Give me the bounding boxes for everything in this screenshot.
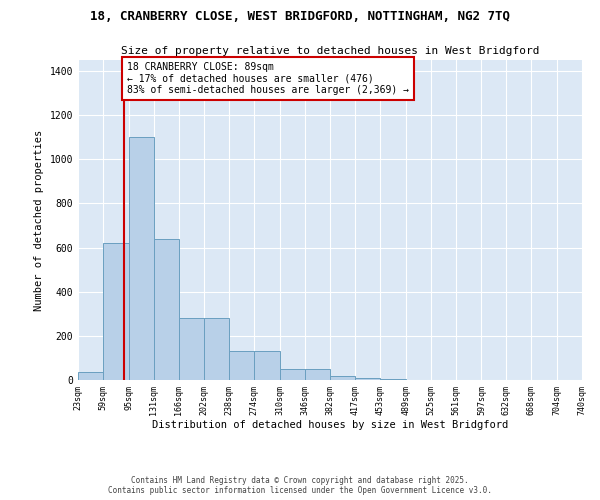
Y-axis label: Number of detached properties: Number of detached properties xyxy=(34,130,44,310)
Text: 18, CRANBERRY CLOSE, WEST BRIDGFORD, NOTTINGHAM, NG2 7TQ: 18, CRANBERRY CLOSE, WEST BRIDGFORD, NOT… xyxy=(90,10,510,23)
Bar xyxy=(179,318,204,380)
Bar xyxy=(229,352,254,380)
Text: Contains HM Land Registry data © Crown copyright and database right 2025.
Contai: Contains HM Land Registry data © Crown c… xyxy=(108,476,492,495)
Text: 18 CRANBERRY CLOSE: 89sqm
← 17% of detached houses are smaller (476)
83% of semi: 18 CRANBERRY CLOSE: 89sqm ← 17% of detac… xyxy=(127,62,409,95)
Bar xyxy=(355,378,380,380)
Title: Size of property relative to detached houses in West Bridgford: Size of property relative to detached ho… xyxy=(121,46,539,56)
Bar xyxy=(280,369,305,380)
Bar xyxy=(128,137,154,380)
Bar xyxy=(78,372,103,380)
Bar xyxy=(154,239,179,380)
Bar xyxy=(103,243,128,380)
X-axis label: Distribution of detached houses by size in West Bridgford: Distribution of detached houses by size … xyxy=(152,420,508,430)
Bar xyxy=(254,352,280,380)
Bar xyxy=(204,318,229,380)
Bar xyxy=(380,379,406,380)
Bar xyxy=(331,376,355,380)
Bar xyxy=(305,369,331,380)
